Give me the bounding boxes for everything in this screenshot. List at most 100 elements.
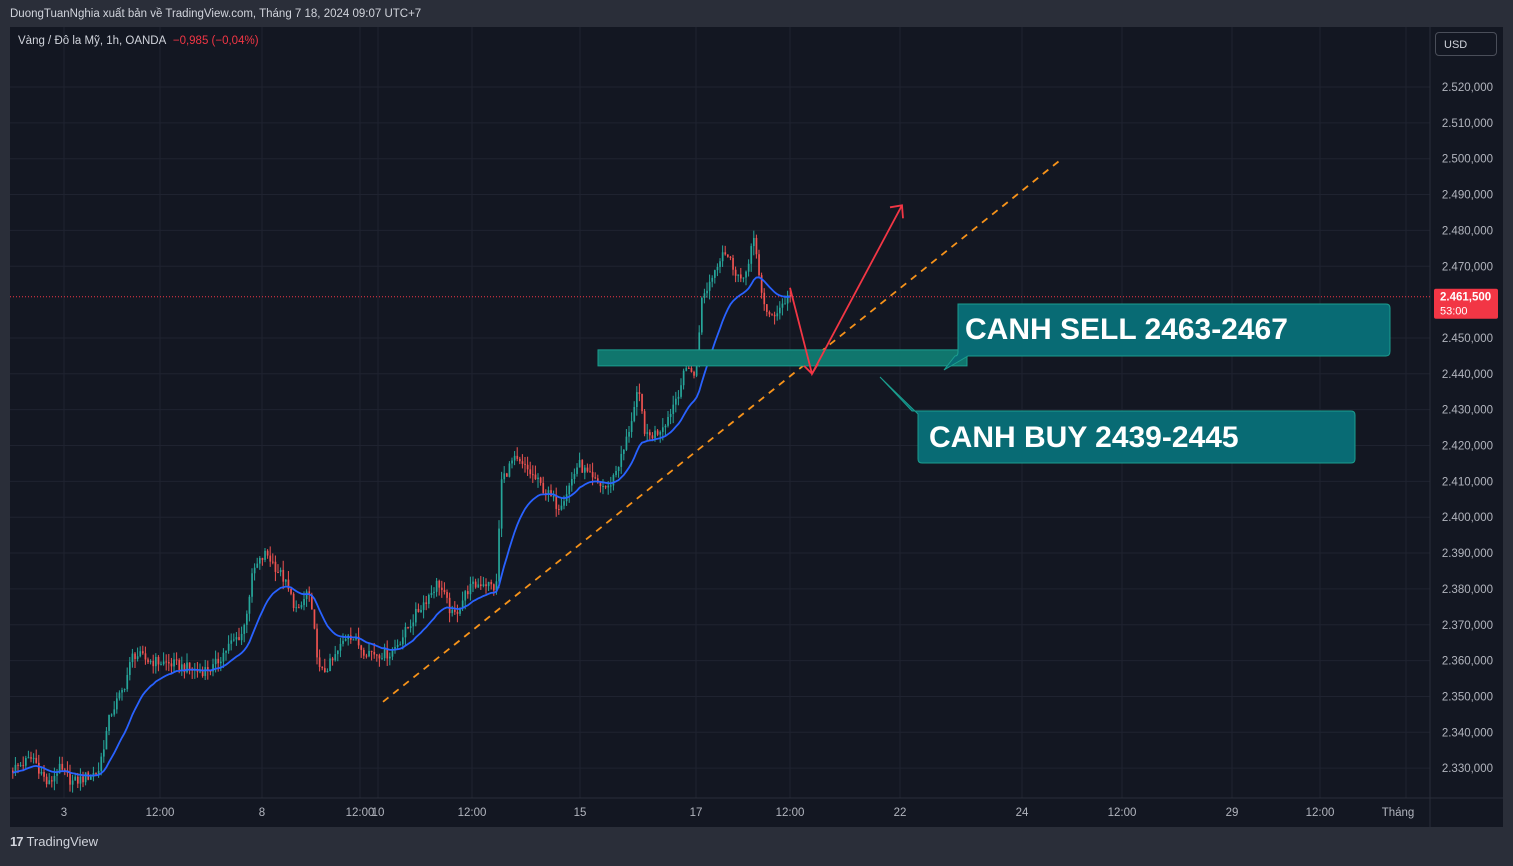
- candle-body: [238, 637, 240, 641]
- price-axis[interactable]: 2.520,000 2.510,000 2.500,000 2.490,000 2.48…: [1434, 82, 1498, 775]
- candle-body: [513, 455, 516, 461]
- candle-body: [386, 648, 389, 659]
- candle-body: [71, 780, 74, 785]
- candle-body: [246, 613, 248, 625]
- candle-body: [113, 709, 116, 715]
- candle-body: [240, 633, 243, 641]
- trendline: [382, 157, 1063, 703]
- candle-body: [698, 332, 701, 364]
- candle-body: [373, 651, 376, 655]
- candle-body: [529, 469, 532, 475]
- candle-body: [732, 257, 734, 270]
- attribution-text: DuongTuanNghia xuất bản về TradingView.c…: [10, 8, 422, 20]
- candle-body: [157, 656, 160, 665]
- candle-body: [308, 591, 311, 595]
- candle-body: [495, 581, 498, 591]
- candle-body: [643, 411, 646, 434]
- candle-body: [248, 596, 251, 614]
- candle-body: [560, 505, 563, 510]
- candle-body: [175, 659, 178, 661]
- candle-body: [487, 581, 490, 587]
- support-trendline: [382, 157, 1063, 703]
- annotations-overlay: CANH SELL 2463-2467 CANH BUY 2439-2445: [597, 204, 1391, 464]
- x-tick-label: Tháng: [1382, 807, 1415, 819]
- candle-body: [524, 463, 526, 465]
- candle-body: [454, 609, 456, 612]
- x-tick-label: 12:00: [1306, 807, 1335, 819]
- candle-body: [77, 776, 79, 784]
- candle-body: [784, 303, 786, 305]
- candle-body: [396, 645, 399, 647]
- candle-body: [467, 591, 469, 595]
- candle-body: [703, 293, 706, 298]
- candle-body: [162, 661, 165, 665]
- candle-body: [321, 666, 324, 669]
- candle-body: [53, 775, 56, 782]
- candle-body: [97, 770, 100, 775]
- y-tick-label: 2.390,000: [1442, 548, 1493, 560]
- candle-body: [597, 478, 599, 483]
- current-price-label: 2.461,500: [1440, 292, 1491, 304]
- candle-body: [402, 637, 404, 645]
- candle-body: [152, 661, 155, 667]
- candle-body: [534, 474, 537, 480]
- candle-body: [370, 650, 373, 652]
- symbol-name[interactable]: Vàng / Đô la Mỹ, 1h, OANDA: [18, 35, 166, 47]
- candle-body: [617, 466, 620, 471]
- tradingview-logo[interactable]: 17 TradingView: [10, 834, 98, 849]
- candle-body: [446, 592, 448, 598]
- candle-body: [168, 662, 170, 664]
- candle-body: [305, 591, 308, 599]
- candle-body: [290, 588, 292, 594]
- candle-body: [201, 671, 204, 676]
- candle-body: [287, 579, 290, 589]
- candle-body: [578, 460, 581, 468]
- candle-body: [344, 639, 347, 641]
- candle-body: [461, 600, 464, 609]
- candle-body: [682, 370, 685, 386]
- candle-body: [279, 569, 282, 573]
- y-tick-label: 2.370,000: [1442, 620, 1493, 632]
- candle-body: [318, 657, 321, 667]
- candle-body: [144, 653, 147, 660]
- candle-body: [503, 473, 506, 480]
- candle-body: [170, 663, 173, 667]
- candle-body: [381, 658, 383, 660]
- y-tick-label: 2.360,000: [1442, 656, 1493, 668]
- candle-body: [329, 658, 331, 672]
- candle-body: [48, 780, 51, 785]
- buy-callout-box: [879, 376, 1356, 464]
- candle-body: [217, 658, 220, 664]
- candle-body: [256, 563, 259, 568]
- candle-body: [633, 406, 636, 422]
- countdown-label: 53:00: [1440, 306, 1468, 318]
- candle-body: [638, 392, 641, 395]
- candle-body: [625, 436, 628, 450]
- candle-body: [282, 569, 285, 582]
- candle-body: [292, 593, 295, 608]
- candle-body: [755, 237, 758, 255]
- candle-body: [727, 254, 729, 257]
- candle-body: [40, 772, 43, 774]
- candle-body: [339, 643, 342, 651]
- y-tick-label: 2.440,000: [1442, 369, 1493, 381]
- x-tick-label: 29: [1226, 807, 1239, 819]
- y-tick-label: 2.330,000: [1442, 763, 1493, 775]
- candle-body: [181, 664, 183, 671]
- candle-body: [123, 689, 126, 691]
- candle-body: [612, 475, 615, 486]
- candle-body: [558, 508, 560, 510]
- x-tick-label: 12:00: [146, 807, 175, 819]
- candle-body: [695, 363, 698, 376]
- y-tick-label: 2.350,000: [1442, 691, 1493, 703]
- candle-body: [779, 307, 781, 314]
- current-price-tag: [1434, 288, 1498, 319]
- candle-body: [235, 637, 238, 640]
- candle-body: [649, 432, 651, 436]
- brand-name: TradingView: [26, 834, 99, 849]
- candle-body: [417, 608, 420, 613]
- currency-button[interactable]: USD: [1435, 32, 1497, 56]
- candle-body: [776, 313, 779, 317]
